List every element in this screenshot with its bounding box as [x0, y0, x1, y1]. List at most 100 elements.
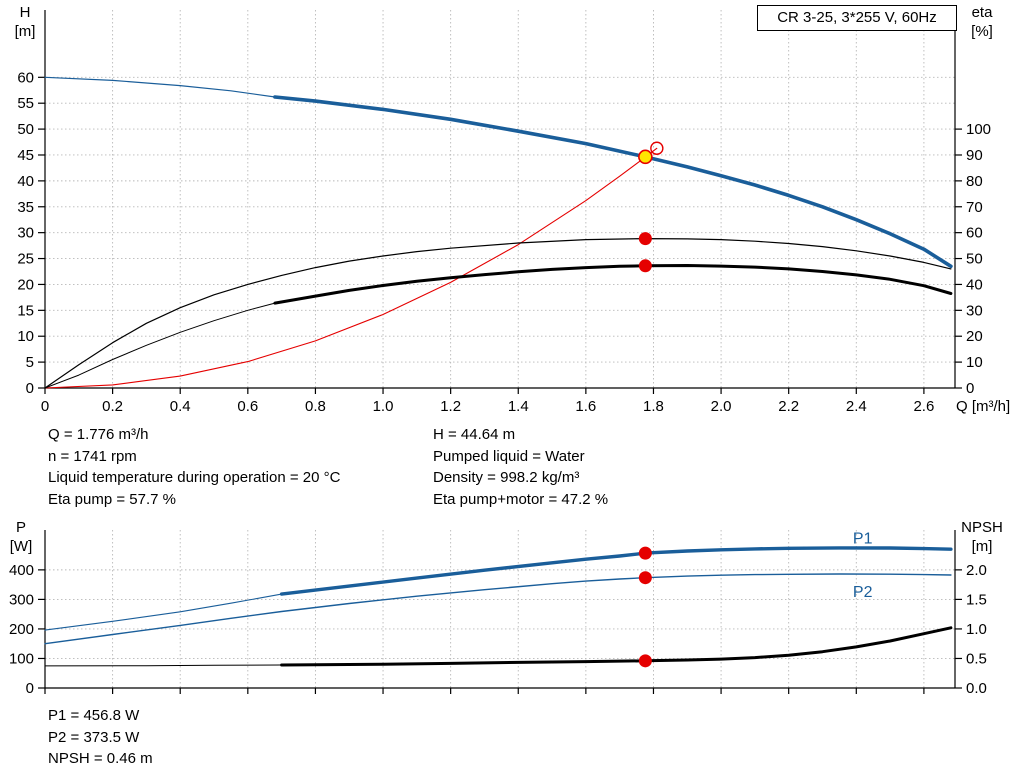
axis-label-head-symbol: H: [19, 4, 31, 21]
info-line-p2: P2 = 373.5 W: [48, 728, 140, 746]
series-npsh-extrapolated: [44, 664, 283, 667]
series-p1-curve: [279, 546, 953, 596]
svg-text:100: 100: [9, 650, 34, 667]
series-p1-extrapolated: [44, 593, 283, 631]
marker-duty-point-eta-pump-motor[interactable]: [638, 259, 652, 273]
axis-label-eta-unit: [%]: [971, 23, 993, 40]
svg-text:10: 10: [17, 328, 34, 345]
axis-label-eta-symbol: eta: [971, 4, 993, 21]
p2-curve-label: P2: [853, 584, 873, 601]
svg-text:60: 60: [17, 69, 34, 86]
gridlines: [45, 530, 955, 688]
svg-text:2.4: 2.4: [846, 398, 867, 415]
svg-text:40: 40: [966, 276, 983, 293]
axes: [38, 10, 962, 394]
svg-text:400: 400: [9, 562, 34, 579]
svg-text:0: 0: [966, 380, 974, 397]
svg-text:0: 0: [26, 380, 34, 397]
duty-info-right-column: H = 44.64 m Pumped liquid = Water Densit…: [433, 424, 608, 510]
svg-text:40: 40: [17, 173, 34, 190]
duty-info-left-column: Q = 1.776 m³/h n = 1741 rpm Liquid tempe…: [48, 424, 340, 510]
svg-text:45: 45: [17, 147, 34, 164]
info-line-density: Density = 998.2 kg/m³: [433, 469, 580, 487]
svg-text:5: 5: [26, 354, 34, 371]
svg-text:15: 15: [17, 302, 34, 319]
info-line-speed: n = 1741 rpm: [48, 447, 137, 465]
series-eta-pump-motor-curve: [273, 264, 953, 305]
marker-duty-point-eta-pump[interactable]: [638, 232, 652, 246]
axis-label-npsh-symbol: NPSH: [961, 519, 1003, 536]
svg-text:2.0: 2.0: [966, 562, 987, 579]
svg-text:1.5: 1.5: [966, 591, 987, 608]
svg-text:1.8: 1.8: [643, 398, 664, 415]
svg-text:2.2: 2.2: [778, 398, 799, 415]
axis-label-npsh-unit: [m]: [971, 538, 993, 555]
axis-label-head: H [m]: [3, 3, 47, 41]
svg-text:80: 80: [966, 173, 983, 190]
marker-duty-point-p2[interactable]: [638, 571, 652, 585]
series-p2-curve: [44, 573, 952, 645]
svg-text:20: 20: [966, 328, 983, 345]
series-eta-pump-motor-extrapolated: [44, 302, 276, 389]
svg-text:35: 35: [17, 199, 34, 216]
svg-text:0: 0: [41, 398, 49, 415]
info-line-p1: P1 = 456.8 W: [48, 707, 140, 724]
info-line-head: H = 44.64 m: [433, 426, 516, 443]
marker-system-curve-end[interactable]: [650, 141, 664, 155]
tick-labels: 0 5 10 15 20 25 30 35 40 45 50 55 60 0 10 20 30 40 50 60 70 8…: [17, 69, 991, 415]
marker-duty-point-head[interactable]: [638, 149, 653, 165]
axis-label-flow: Q [m³/h]: [956, 398, 1011, 415]
svg-text:0.2: 0.2: [102, 398, 123, 415]
svg-text:0.8: 0.8: [305, 398, 326, 415]
marker-duty-point-p1[interactable]: [638, 546, 652, 560]
series-system-curve: [44, 147, 658, 389]
gridlines: [45, 10, 955, 388]
series-head-curve-extrapolated: [44, 76, 276, 98]
p1-curve-label: P1: [853, 530, 873, 547]
svg-text:0: 0: [26, 680, 34, 697]
power-info-column: P1 = 456.8 W P2 = 373.5 W NPSH = 0.46 m: [48, 705, 153, 770]
info-line-liquid: Pumped liquid = Water: [433, 447, 585, 465]
svg-text:0.4: 0.4: [170, 398, 191, 415]
svg-text:30: 30: [17, 225, 34, 242]
svg-text:300: 300: [9, 591, 34, 608]
series-head-curve: [273, 95, 953, 269]
marker-duty-point-npsh[interactable]: [638, 654, 652, 668]
svg-text:50: 50: [966, 251, 983, 268]
axis-label-power-unit: [W]: [9, 538, 33, 555]
svg-text:0.5: 0.5: [966, 650, 987, 667]
svg-text:1.4: 1.4: [508, 398, 529, 415]
svg-text:50: 50: [17, 121, 34, 138]
svg-text:2.6: 2.6: [913, 398, 934, 415]
svg-text:20: 20: [17, 276, 34, 293]
axis-label-power: P [W]: [0, 518, 42, 556]
info-line-eta-pump: Eta pump = 57.7 %: [48, 490, 176, 508]
info-line-temperature: Liquid temperature during operation = 20…: [48, 469, 341, 487]
svg-text:90: 90: [966, 147, 983, 164]
svg-text:30: 30: [966, 302, 983, 319]
svg-text:100: 100: [966, 121, 991, 138]
svg-text:2.0: 2.0: [711, 398, 732, 415]
info-line-flow: Q = 1.776 m³/h: [48, 426, 149, 443]
info-line-npsh: NPSH = 0.46 m: [48, 750, 153, 768]
svg-text:1.6: 1.6: [575, 398, 596, 415]
series-npsh-curve: [280, 626, 953, 667]
axes: [38, 530, 962, 694]
tick-labels: 0 100 200 300 400 0.0 0.5 1.0 1.5 2.0: [9, 562, 987, 697]
pump-model-title: CR 3-25, 3*255 V, 60Hz: [757, 5, 957, 31]
svg-text:1.0: 1.0: [373, 398, 394, 415]
svg-text:10: 10: [966, 354, 983, 371]
axis-label-npsh: NPSH [m]: [954, 518, 1010, 556]
svg-text:25: 25: [17, 251, 34, 268]
svg-text:1.2: 1.2: [440, 398, 461, 415]
svg-text:0.6: 0.6: [237, 398, 258, 415]
svg-text:60: 60: [966, 225, 983, 242]
svg-text:200: 200: [9, 621, 34, 638]
info-line-eta-pump-motor: Eta pump+motor = 47.2 %: [433, 490, 609, 508]
svg-text:55: 55: [17, 95, 34, 112]
axis-label-head-unit: [m]: [14, 23, 36, 40]
svg-text:70: 70: [966, 199, 983, 216]
axis-label-eta: eta [%]: [957, 3, 1007, 41]
